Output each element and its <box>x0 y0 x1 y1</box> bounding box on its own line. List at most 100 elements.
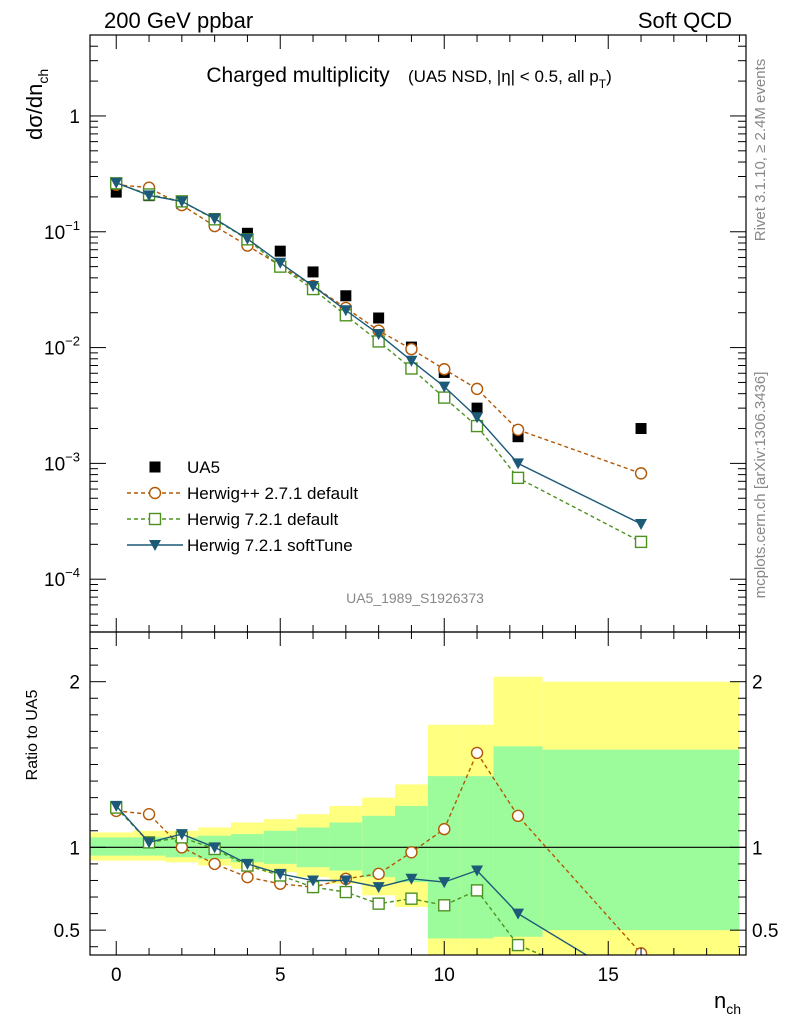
ratio-plot-panel: 0 5 10 15 0.5 0.5 1 1 2 2 Ratio to UA5 nch <box>24 631 778 1017</box>
ratio-point-herwig-7-2-1-default <box>372 897 385 910</box>
legend: UA5 Herwig++ 2.7.1 default Herwig 7.2.1 de… <box>127 458 358 555</box>
ratio-y-tick-label: 2 <box>69 673 80 694</box>
ratio-point-herwig-7-2-1-softtune <box>143 837 156 849</box>
main-point-herwig-7-2-1-softtune <box>175 196 188 208</box>
ratio-point-herwig-7-2-1-default <box>511 938 525 952</box>
main-y-tick-label-base: 10 <box>44 223 65 244</box>
main-y-axis-label-sub: ch <box>35 69 51 84</box>
main-y-tick-label-base: 10 <box>44 570 65 591</box>
ratio-point-herwig-7-2-1-softtune <box>372 882 385 894</box>
main-y-tick-label: 10−4 <box>44 565 80 591</box>
main-point-herwig-7-2-1-softtune <box>307 281 320 293</box>
ratio-point-herwig-7-2-1-softtune <box>175 829 188 841</box>
ratio-band-green <box>460 776 494 939</box>
ratio-band-green <box>493 746 543 937</box>
legend-label-herwig-7-2-1-default: Herwig 7.2.1 default <box>187 510 338 529</box>
ratio-point-herwig-7-2-1-default <box>405 892 418 905</box>
ratio-point-herwig-7-2-1-softtune <box>438 877 451 889</box>
main-point-herwig-2-7-1-default <box>405 342 418 356</box>
ratio-y-tick-label-right: 2 <box>752 673 763 694</box>
ratio-point-herwig-7-2-1-softtune <box>110 800 123 812</box>
ratio-y-tick-label: 1 <box>69 838 80 859</box>
main-y-tick-label-exp: −3 <box>65 449 80 464</box>
main-point-herwig-7-2-1-default <box>634 535 648 549</box>
ratio-y-axis-label: Ratio to UA5 <box>24 690 41 781</box>
ratio-point-herwig-2-7-1-default <box>142 808 156 821</box>
ratio-y-tick-label-right: 0.5 <box>752 921 778 942</box>
analysis-watermark: UA5_1989_S1926373 <box>346 590 484 606</box>
main-title: Charged multiplicity <box>206 64 390 87</box>
main-y-tick-label-base: 10 <box>44 339 65 360</box>
main-point-herwig-2-7-1-default <box>470 382 484 396</box>
ratio-y-tick-label: 0.5 <box>54 921 80 942</box>
ratio-band-green <box>427 776 461 939</box>
main-point-ua5 <box>110 186 122 198</box>
main-point-herwig-7-2-1-softtune <box>241 233 254 245</box>
main-point-herwig-2-7-1-default <box>634 467 648 480</box>
main-plot-panel: 110−110−210−310−4 Charged multiplicity (… <box>22 34 747 633</box>
main-point-herwig-7-2-1-softtune <box>635 518 648 530</box>
ratio-point-herwig-2-7-1-default <box>372 867 385 881</box>
main-y-tick-label: 1 <box>69 107 80 128</box>
main-subtitle-end: ) <box>606 67 612 86</box>
ratio-y-tick-label-right: 1 <box>752 838 763 859</box>
ratio-point-herwig-7-2-1-softtune <box>512 908 525 920</box>
main-point-herwig-2-7-1-default <box>511 423 525 436</box>
side-label-top: Rivet 3.1.10, ≥ 2.4M events <box>752 59 769 242</box>
legend-label-herwig-7-2-1-softtune: Herwig 7.2.1 softTune <box>187 536 353 555</box>
main-point-herwig-7-2-1-softtune <box>405 355 418 367</box>
main-subtitle: (UA5 NSD, |η| < 0.5, all pT) <box>408 67 612 91</box>
legend-marker-herwig-7-2-1-default <box>148 512 162 526</box>
main-point-herwig-7-2-1-softtune <box>208 213 221 225</box>
main-point-herwig-7-2-1-default <box>511 471 525 485</box>
ratio-band-green <box>90 837 133 856</box>
main-subtitle-text: (UA5 NSD, |η| < 0.5, all p <box>408 67 599 86</box>
ratio-line-herwig-7-2-1-softtune <box>115 805 588 955</box>
main-series-ua5 <box>110 186 647 443</box>
main-line-herwig-7-2-1-default <box>115 182 642 543</box>
ratio-point-herwig-7-2-1-softtune <box>307 875 320 887</box>
legend-item-herwig-7-2-1-default: Herwig 7.2.1 default <box>127 510 338 529</box>
main-y-tick-label: 10−3 <box>44 449 80 475</box>
x-tick-label: 15 <box>598 965 619 986</box>
legend-item-herwig-2-7-1-default: Herwig++ 2.7.1 default <box>127 484 358 503</box>
legend-marker-ua5 <box>149 461 161 473</box>
ratio-point-herwig-7-2-1-softtune <box>208 842 221 854</box>
x-tick-label: 10 <box>434 965 455 986</box>
legend-marker-herwig-2-7-1-default <box>148 486 162 500</box>
ratio-point-herwig-7-2-1-softtune <box>339 875 352 887</box>
ratio-point-herwig-7-2-1-softtune <box>635 983 647 994</box>
ratio-point-herwig-2-7-1-default <box>241 870 254 884</box>
main-point-herwig-7-2-1-default <box>438 391 451 404</box>
legend-item-herwig-7-2-1-softtune: Herwig 7.2.1 softTune <box>127 536 353 555</box>
ratio-point-herwig-7-2-1-default <box>438 899 451 912</box>
main-series-herwig-7-2-1-softtune <box>110 177 648 530</box>
ratio-band-green <box>231 834 264 863</box>
main-point-ua5 <box>373 312 385 324</box>
main-point-herwig-7-2-1-softtune <box>339 305 352 317</box>
main-y-tick-label-exp: −4 <box>65 565 80 580</box>
main-y-tick-label-exp: −1 <box>65 218 80 233</box>
ratio-series-herwig-7-2-1-softtune <box>110 800 647 994</box>
ratio-band-green <box>362 815 396 878</box>
main-y-tick-label: 10−2 <box>44 334 80 360</box>
x-tick-label: 5 <box>275 965 286 986</box>
main-subtitle-sub: T <box>599 77 607 91</box>
main-point-herwig-7-2-1-softtune <box>512 458 525 470</box>
legend-item-ua5: UA5 <box>149 458 220 477</box>
header-right: Soft QCD <box>638 8 732 33</box>
main-point-herwig-2-7-1-default <box>438 363 451 376</box>
ratio-point-herwig-7-2-1-softtune <box>274 868 287 880</box>
ratio-point-herwig-7-2-1-default <box>339 885 353 899</box>
ratio-point-herwig-7-2-1-softtune <box>241 858 254 870</box>
main-line-herwig-7-2-1-softtune <box>115 182 642 525</box>
main-point-ua5 <box>307 266 319 278</box>
main-y-tick-label-exp: −2 <box>65 334 80 349</box>
main-y-axis-label: dσ/dnch <box>22 69 51 140</box>
ratio-point-herwig-2-7-1-default <box>438 822 451 836</box>
main-point-ua5 <box>512 431 524 443</box>
ratio-point-herwig-2-7-1-default <box>511 809 525 823</box>
ratio-point-herwig-7-2-1-softtune <box>405 873 418 885</box>
ratio-plot-frame <box>89 631 747 956</box>
main-point-herwig-7-2-1-softtune <box>143 190 156 202</box>
